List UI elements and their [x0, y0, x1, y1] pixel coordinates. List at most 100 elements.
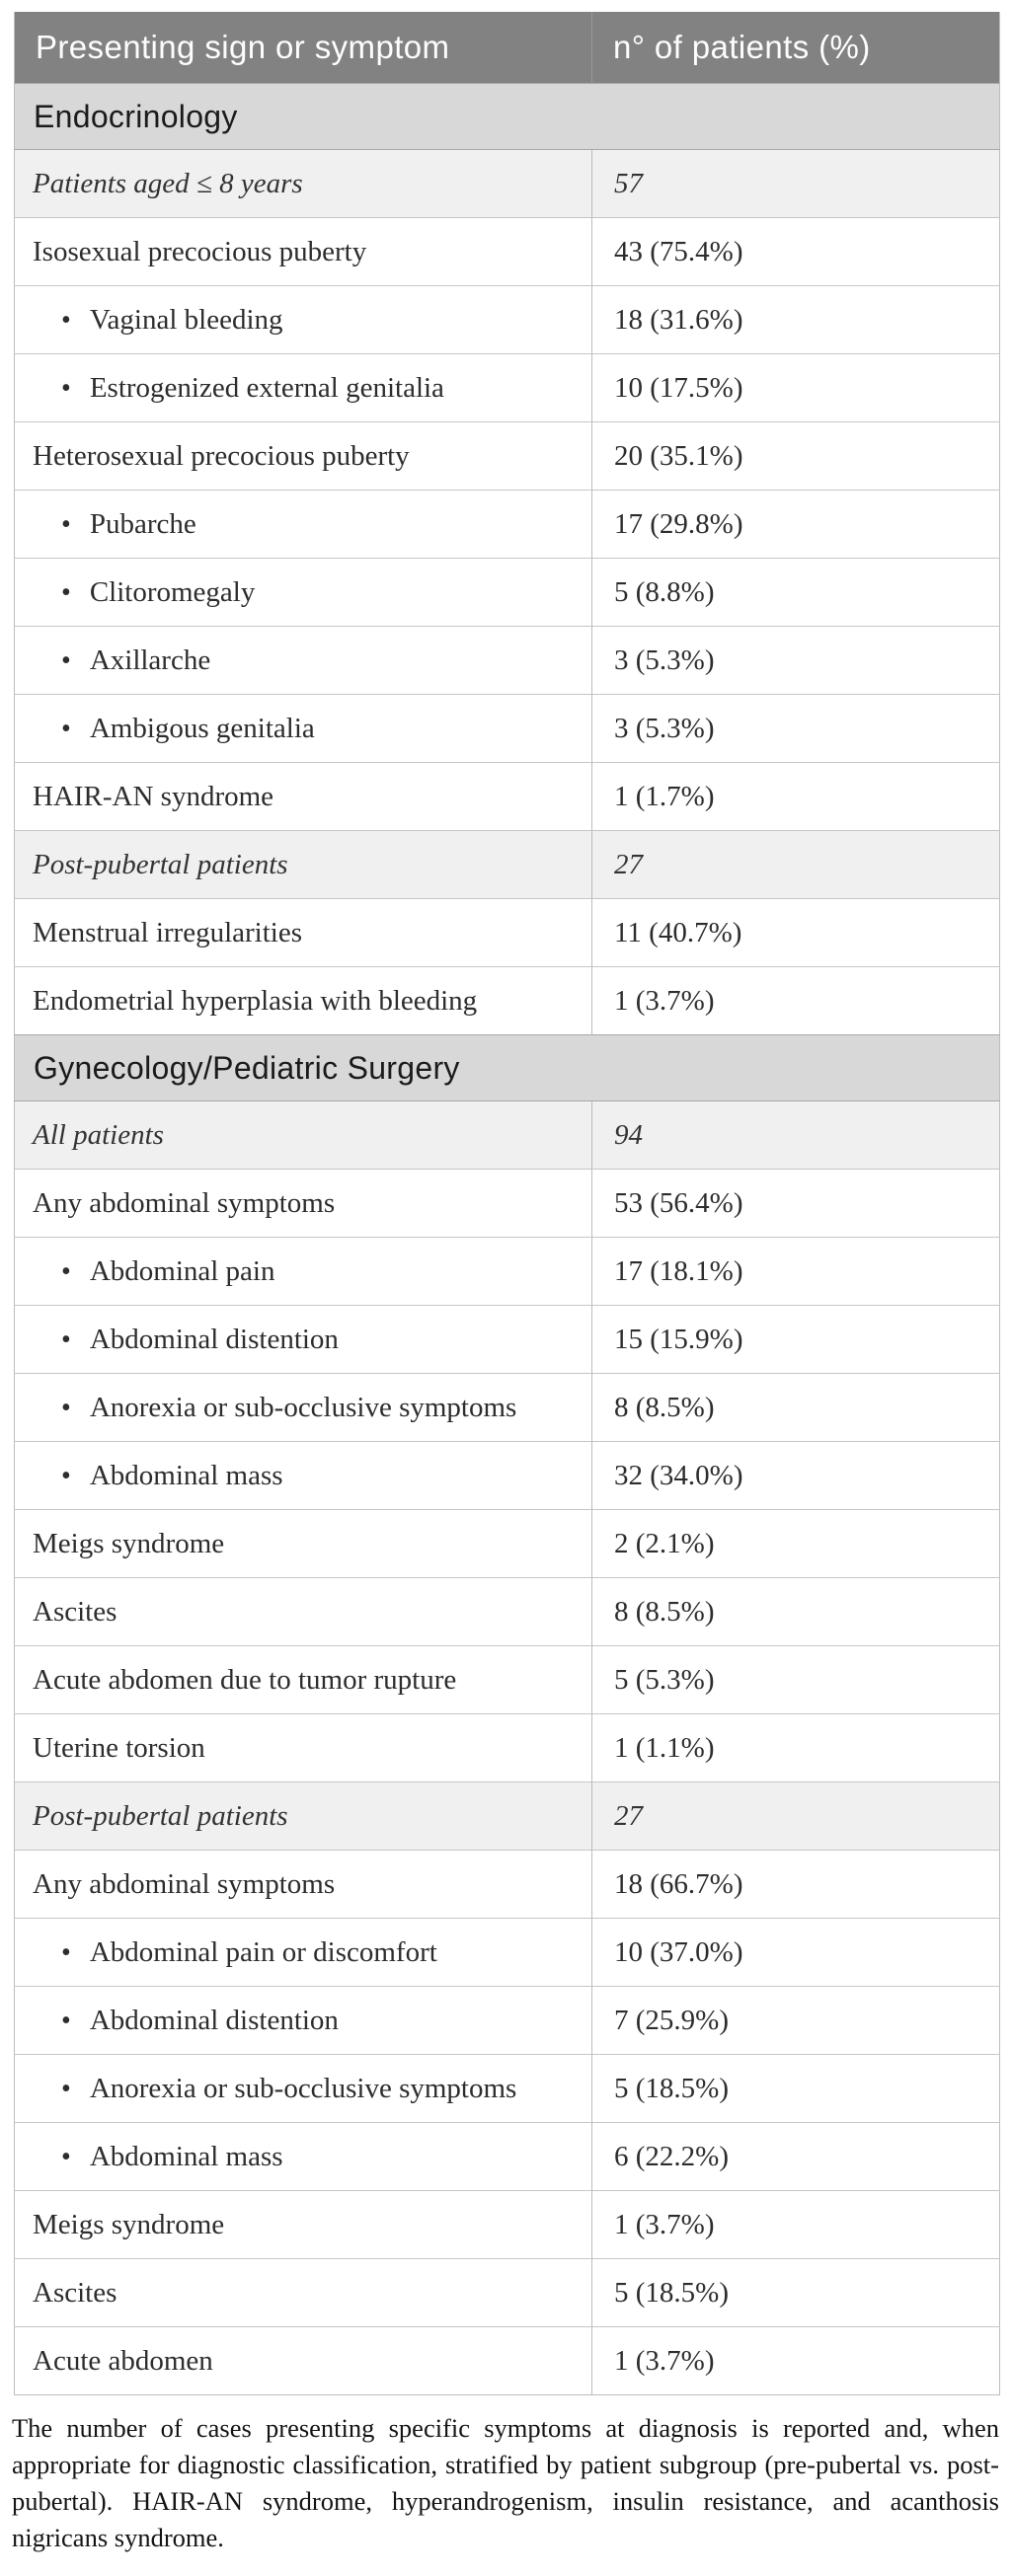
- value-cell: 3 (5.3%): [591, 694, 1000, 763]
- bullet-icon: [61, 1255, 71, 1288]
- table-row: Uterine torsion 1 (1.1%): [14, 1713, 1000, 1782]
- value-cell: 53 (56.4%): [591, 1169, 1000, 1238]
- symptom-cell: Endometrial hyperplasia with bleeding: [14, 966, 592, 1035]
- table-row: Abdominal distention 7 (25.9%): [14, 1986, 1000, 2055]
- value-cell: 17 (29.8%): [591, 490, 1000, 559]
- symptom-label: Anorexia or sub-occlusive symptoms: [89, 2072, 517, 2104]
- value-cell: 1 (3.7%): [591, 966, 1000, 1035]
- column-header-symptom: Presenting sign or symptom: [14, 12, 592, 84]
- value-cell: 5 (5.3%): [591, 1645, 1000, 1714]
- table-row: Abdominal mass 32 (34.0%): [14, 1441, 1000, 1510]
- symptom-cell: Any abdominal symptoms: [14, 1850, 592, 1919]
- value-cell: 2 (2.1%): [591, 1509, 1000, 1578]
- section-header-row: Endocrinology: [14, 83, 1000, 150]
- table-row: Abdominal pain 17 (18.1%): [14, 1237, 1000, 1306]
- section-header-row: Gynecology/Pediatric Surgery: [14, 1034, 1000, 1101]
- symptom-label: Any abdominal symptoms: [33, 1867, 336, 1900]
- symptom-label: Anorexia or sub-occlusive symptoms: [89, 1391, 517, 1423]
- value-cell: 8 (8.5%): [591, 1373, 1000, 1442]
- symptom-label: Menstrual irregularities: [33, 916, 302, 948]
- symptom-cell: Abdominal distention: [14, 1305, 592, 1374]
- bullet-icon: [61, 1460, 71, 1492]
- table-row: Endometrial hyperplasia with bleeding 1 (…: [14, 966, 1000, 1035]
- value-cell: 5 (8.8%): [591, 558, 1000, 627]
- symptom-cell: Abdominal distention: [14, 1986, 592, 2055]
- symptom-cell: Anorexia or sub-occlusive symptoms: [14, 2054, 592, 2123]
- bullet-icon: [61, 1936, 71, 1969]
- column-header-patients: n° of patients (%): [591, 12, 1000, 84]
- symptom-label: Isosexual precocious puberty: [33, 235, 367, 267]
- table-row: Anorexia or sub-occlusive symptoms 8 (8.5…: [14, 1373, 1000, 1442]
- symptom-cell: HAIR-AN syndrome: [14, 762, 592, 831]
- bullet-icon: [61, 644, 71, 677]
- symptom-cell: Heterosexual precocious puberty: [14, 421, 592, 491]
- bullet-icon: [61, 304, 71, 337]
- value-cell: 3 (5.3%): [591, 626, 1000, 695]
- value-cell: 32 (34.0%): [591, 1441, 1000, 1510]
- symptom-cell: Ascites: [14, 2258, 592, 2327]
- bullet-icon: [61, 372, 71, 405]
- symptom-label: Heterosexual precocious puberty: [33, 439, 410, 472]
- table-row: Anorexia or sub-occlusive symptoms 5 (18.…: [14, 2054, 1000, 2123]
- value-cell: 57: [591, 149, 1000, 218]
- table-row: Vaginal bleeding 18 (31.6%): [14, 285, 1000, 354]
- symptom-label: Ambigous genitalia: [89, 712, 315, 744]
- table-row: Pubarche 17 (29.8%): [14, 490, 1000, 559]
- table-row: HAIR-AN syndrome 1 (1.7%): [14, 762, 1000, 831]
- table-row: Abdominal pain or discomfort 10 (37.0%): [14, 1918, 1000, 1987]
- symptom-cell: Uterine torsion: [14, 1713, 592, 1782]
- table-row: Any abdominal symptoms 18 (66.7%): [14, 1850, 1000, 1919]
- table-row: Menstrual irregularities 11 (40.7%): [14, 898, 1000, 967]
- value-cell: 10 (17.5%): [591, 353, 1000, 422]
- symptom-cell: Acute abdomen due to tumor rupture: [14, 1645, 592, 1714]
- symptom-cell: Post-pubertal patients: [14, 1781, 592, 1851]
- section-title: Endocrinology: [14, 83, 1000, 150]
- symptom-cell: Clitoromegaly: [14, 558, 592, 627]
- table-row: Axillarche 3 (5.3%): [14, 626, 1000, 695]
- table-row: Patients aged ≤ 8 years 57: [14, 149, 1000, 218]
- symptom-cell: Meigs syndrome: [14, 2190, 592, 2259]
- value-cell: 18 (66.7%): [591, 1850, 1000, 1919]
- symptom-label: Ascites: [33, 1595, 117, 1628]
- value-cell: 15 (15.9%): [591, 1305, 1000, 1374]
- bullet-icon: [61, 2141, 71, 2173]
- symptom-cell: Ambigous genitalia: [14, 694, 592, 763]
- symptom-label: Abdominal mass: [89, 1459, 283, 1491]
- table-row: Estrogenized external genitalia 10 (17.5%…: [14, 353, 1000, 422]
- table-row: Abdominal distention 15 (15.9%): [14, 1305, 1000, 1374]
- bullet-icon: [61, 1324, 71, 1356]
- symptom-label: Patients aged ≤ 8 years: [33, 167, 303, 199]
- value-cell: 1 (3.7%): [591, 2190, 1000, 2259]
- table-row: Acute abdomen due to tumor rupture 5 (5.3…: [14, 1645, 1000, 1714]
- value-cell: 1 (1.1%): [591, 1713, 1000, 1782]
- symptom-cell: Menstrual irregularities: [14, 898, 592, 967]
- table-row: Acute abdomen 1 (3.7%): [14, 2326, 1000, 2395]
- bullet-icon: [61, 576, 71, 609]
- value-cell: 1 (1.7%): [591, 762, 1000, 831]
- symptom-label: Clitoromegaly: [89, 575, 256, 608]
- symptom-label: Acute abdomen due to tumor rupture: [33, 1663, 457, 1696]
- symptom-label: Abdominal distention: [89, 1323, 339, 1355]
- table-row: Any abdominal symptoms 53 (56.4%): [14, 1169, 1000, 1238]
- value-cell: 17 (18.1%): [591, 1237, 1000, 1306]
- table-row: Clitoromegaly 5 (8.8%): [14, 558, 1000, 627]
- value-cell: 20 (35.1%): [591, 421, 1000, 491]
- symptom-label: Post-pubertal patients: [33, 848, 288, 880]
- symptom-label: Uterine torsion: [33, 1731, 205, 1764]
- symptom-cell: Post-pubertal patients: [14, 830, 592, 899]
- table-row: Meigs syndrome 2 (2.1%): [14, 1509, 1000, 1578]
- table-header-row: Presenting sign or symptom n° of patient…: [14, 12, 1000, 84]
- value-cell: 43 (75.4%): [591, 217, 1000, 286]
- bullet-icon: [61, 2073, 71, 2105]
- symptom-label: Abdominal pain: [89, 1254, 275, 1287]
- symptom-label: Meigs syndrome: [33, 1527, 225, 1559]
- value-cell: 7 (25.9%): [591, 1986, 1000, 2055]
- value-cell: 5 (18.5%): [591, 2054, 1000, 2123]
- value-cell: 5 (18.5%): [591, 2258, 1000, 2327]
- symptom-label: Abdominal distention: [89, 2004, 339, 2036]
- symptom-label: Pubarche: [89, 507, 196, 540]
- value-cell: 11 (40.7%): [591, 898, 1000, 967]
- value-cell: 1 (3.7%): [591, 2326, 1000, 2395]
- symptom-label: Post-pubertal patients: [33, 1799, 288, 1832]
